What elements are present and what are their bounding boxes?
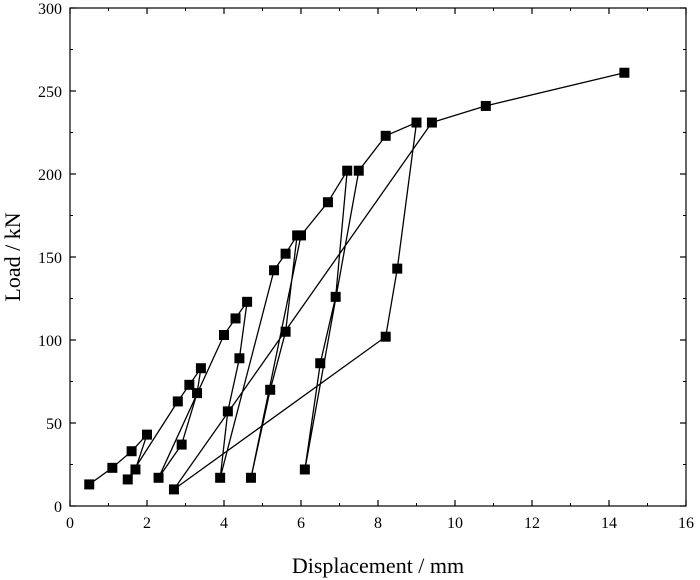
data-point-marker	[315, 358, 326, 369]
data-point-marker	[219, 330, 229, 341]
data-point-marker	[215, 472, 226, 483]
data-point-marker	[192, 388, 203, 399]
data-point-marker	[299, 464, 310, 475]
y-tick-label: 150	[38, 250, 62, 267]
y-tick-label: 0	[54, 499, 62, 516]
data-point-marker	[222, 406, 233, 417]
data-point-marker	[122, 474, 133, 485]
x-tick-label: 14	[601, 515, 617, 532]
x-tick-label: 16	[678, 515, 694, 532]
data-point-marker	[245, 472, 256, 483]
data-point-marker	[380, 331, 391, 342]
data-point-marker	[242, 296, 253, 307]
data-point-marker	[176, 439, 187, 450]
series-line	[88, 72, 625, 491]
y-tick-label: 300	[38, 1, 62, 18]
y-tick-label: 100	[38, 333, 62, 350]
x-tick-label: 0	[66, 515, 74, 532]
data-point-marker	[195, 363, 206, 374]
axis-ticks	[69, 7, 687, 507]
data-point-marker	[172, 396, 183, 407]
x-tick-label: 8	[374, 515, 382, 532]
data-point-marker	[280, 248, 291, 259]
data-point-marker	[322, 197, 333, 208]
data-point-marker	[153, 472, 164, 483]
y-axis-label: Load / kN	[0, 212, 25, 301]
data-point-marker	[392, 263, 403, 274]
data-point-marker	[269, 265, 280, 276]
y-tick-label: 50	[46, 416, 62, 433]
data-point-marker	[230, 313, 241, 324]
hysteresis-curve-line	[88, 72, 625, 491]
data-point-marker	[619, 67, 630, 78]
x-tick-label: 10	[447, 515, 463, 532]
series-points	[84, 67, 630, 495]
data-point-marker	[107, 462, 118, 473]
x-tick-label: 2	[143, 515, 151, 532]
data-point-marker	[380, 130, 391, 141]
data-point-marker	[280, 326, 291, 337]
data-point-marker	[184, 379, 195, 390]
data-point-marker	[296, 230, 306, 241]
data-point-marker	[426, 117, 437, 128]
data-point-marker	[342, 165, 353, 176]
y-tick-label: 250	[38, 84, 62, 101]
y-tick-label: 200	[38, 167, 62, 184]
data-point-marker	[142, 429, 152, 440]
x-tick-label: 6	[297, 515, 305, 532]
data-point-marker	[353, 165, 364, 176]
data-point-marker	[130, 464, 141, 475]
data-point-marker	[265, 384, 276, 395]
data-point-marker	[330, 291, 341, 302]
data-point-marker	[411, 117, 422, 128]
data-point-marker	[84, 479, 95, 490]
x-tick-label: 12	[524, 515, 540, 532]
data-point-marker	[480, 100, 491, 111]
axis-tick-labels: 0 2 4 6 8 10 12 14 16 0 50 100 150 200 250 300	[38, 1, 694, 532]
x-axis-label: Displacement / mm	[292, 553, 464, 578]
data-point-marker	[126, 446, 137, 457]
plot-frame	[69, 7, 687, 507]
data-point-marker	[168, 484, 179, 495]
x-tick-label: 4	[220, 515, 228, 532]
data-point-marker	[234, 353, 245, 364]
